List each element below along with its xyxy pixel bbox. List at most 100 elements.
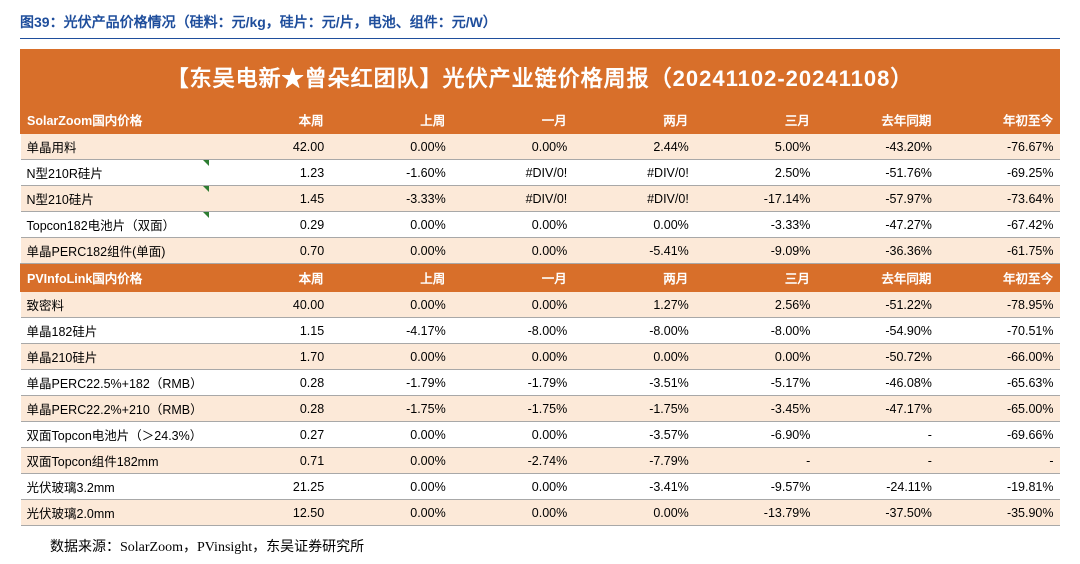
cell-value: 0.27 [209, 422, 331, 448]
cell-value: 1.70 [209, 344, 331, 370]
cell-value: 0.00% [452, 292, 574, 318]
row-label: 双面Topcon组件182mm [21, 448, 209, 474]
cell-value: #DIV/0! [573, 186, 695, 212]
cell-value: 5.00% [695, 134, 817, 160]
row-label: 单晶PERC182组件(单面) [21, 238, 209, 264]
row-label: 单晶PERC22.5%+182（RMB） [21, 370, 209, 396]
column-header: 一月 [452, 264, 574, 292]
cell-value: 0.00% [330, 500, 452, 526]
cell-value: 1.15 [209, 318, 331, 344]
cell-value: -37.50% [816, 500, 938, 526]
column-header: 年初至今 [938, 106, 1060, 134]
cell-value: 42.00 [209, 134, 331, 160]
cell-value: 1.45 [209, 186, 331, 212]
cell-value: 40.00 [209, 292, 331, 318]
cell-value: -1.79% [330, 370, 452, 396]
row-label: N型210R硅片 [21, 160, 209, 186]
cell-value: -3.41% [573, 474, 695, 500]
column-header: 三月 [695, 106, 817, 134]
cell-value: -8.00% [452, 318, 574, 344]
column-header: 年初至今 [938, 264, 1060, 292]
cell-value: - [695, 448, 817, 474]
cell-value: - [816, 448, 938, 474]
column-header: 两月 [573, 264, 695, 292]
column-header: 上周 [330, 264, 452, 292]
cell-value: -6.90% [695, 422, 817, 448]
row-label: N型210硅片 [21, 186, 209, 212]
figure-title: 图39：光伏产品价格情况（硅料：元/kg，硅片：元/片，电池、组件：元/W） [20, 8, 1060, 39]
section-header: PVInfoLink国内价格本周上周一月两月三月去年同期年初至今 [21, 264, 1060, 292]
cell-value: 0.00% [330, 134, 452, 160]
cell-value: -47.27% [816, 212, 938, 238]
row-label: 光伏玻璃2.0mm [21, 500, 209, 526]
cell-value: -1.79% [452, 370, 574, 396]
section-title: SolarZoom国内价格 [21, 106, 209, 134]
table-row: 单晶用料42.000.00%0.00%2.44%5.00%-43.20%-76.… [21, 134, 1060, 160]
cell-value: 21.25 [209, 474, 331, 500]
column-header: 去年同期 [816, 264, 938, 292]
cell-value: -19.81% [938, 474, 1060, 500]
cell-value: -65.63% [938, 370, 1060, 396]
table-row: 单晶PERC22.5%+182（RMB）0.28-1.79%-1.79%-3.5… [21, 370, 1060, 396]
cell-value: -2.74% [452, 448, 574, 474]
cell-value: -8.00% [573, 318, 695, 344]
column-header: 一月 [452, 106, 574, 134]
cell-value: #DIV/0! [452, 160, 574, 186]
cell-value: 0.00% [573, 500, 695, 526]
column-header: 两月 [573, 106, 695, 134]
cell-value: -46.08% [816, 370, 938, 396]
cell-value: -36.36% [816, 238, 938, 264]
cell-value: -8.00% [695, 318, 817, 344]
cell-value: -24.11% [816, 474, 938, 500]
column-header: 本周 [209, 106, 331, 134]
cell-value: 0.00% [452, 212, 574, 238]
cell-value: -51.76% [816, 160, 938, 186]
cell-value: 0.71 [209, 448, 331, 474]
table-row: 单晶182硅片1.15-4.17%-8.00%-8.00%-8.00%-54.9… [21, 318, 1060, 344]
table-row: 双面Topcon电池片（＞24.3%）0.270.00%0.00%-3.57%-… [21, 422, 1060, 448]
table-row: 单晶PERC182组件(单面)0.700.00%0.00%-5.41%-9.09… [21, 238, 1060, 264]
cell-value: 2.50% [695, 160, 817, 186]
cell-value: -61.75% [938, 238, 1060, 264]
cell-value: #DIV/0! [573, 160, 695, 186]
cell-value: 0.70 [209, 238, 331, 264]
cell-value: - [938, 448, 1060, 474]
cell-value: -47.17% [816, 396, 938, 422]
column-header: 上周 [330, 106, 452, 134]
cell-value: 0.00% [573, 344, 695, 370]
table-row: 双面Topcon组件182mm0.710.00%-2.74%-7.79%--- [21, 448, 1060, 474]
cell-value: 2.56% [695, 292, 817, 318]
cell-value: -65.00% [938, 396, 1060, 422]
cell-value: - [816, 422, 938, 448]
cell-value: -35.90% [938, 500, 1060, 526]
cell-value: 0.00% [330, 292, 452, 318]
row-label: 双面Topcon电池片（＞24.3%） [21, 422, 209, 448]
cell-value: -1.75% [330, 396, 452, 422]
cell-value: 0.00% [330, 422, 452, 448]
corner-mark-icon [203, 160, 209, 166]
cell-value: 0.00% [452, 134, 574, 160]
cell-value: -69.66% [938, 422, 1060, 448]
cell-value: 0.29 [209, 212, 331, 238]
cell-value: 0.28 [209, 396, 331, 422]
row-label: 单晶210硅片 [21, 344, 209, 370]
cell-value: -3.45% [695, 396, 817, 422]
section-title: PVInfoLink国内价格 [21, 264, 209, 292]
cell-value: 0.00% [330, 238, 452, 264]
cell-value: -3.57% [573, 422, 695, 448]
cell-value: -69.25% [938, 160, 1060, 186]
column-header: 去年同期 [816, 106, 938, 134]
cell-value: 0.00% [330, 448, 452, 474]
cell-value: -70.51% [938, 318, 1060, 344]
cell-value: 0.00% [330, 474, 452, 500]
row-label: 单晶PERC22.2%+210（RMB） [21, 396, 209, 422]
cell-value: 0.00% [330, 344, 452, 370]
cell-value: -5.17% [695, 370, 817, 396]
column-header: 三月 [695, 264, 817, 292]
cell-value: -13.79% [695, 500, 817, 526]
table-row: N型210硅片1.45-3.33%#DIV/0!#DIV/0!-17.14%-5… [21, 186, 1060, 212]
cell-value: 0.00% [452, 238, 574, 264]
cell-value: -67.42% [938, 212, 1060, 238]
row-label: 单晶182硅片 [21, 318, 209, 344]
cell-value: -54.90% [816, 318, 938, 344]
